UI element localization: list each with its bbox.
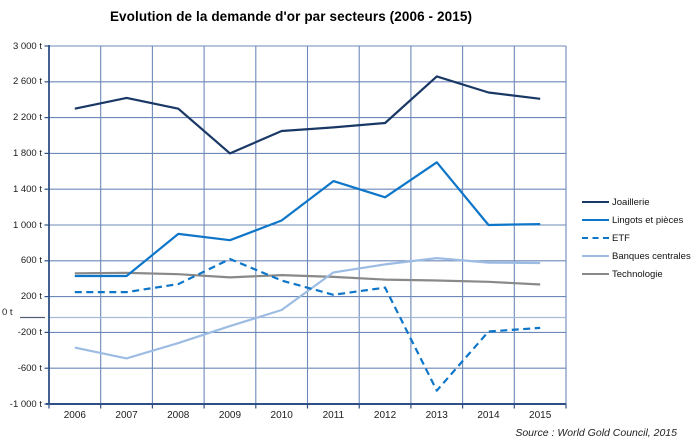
series-lingots-line <box>74 161 541 278</box>
legend-label-banques-centrales: Banques centrales <box>612 250 691 262</box>
y-axis-label: 200 t <box>20 291 42 303</box>
x-axis-label: 2010 <box>270 410 293 421</box>
source-note: Source : World Gold Council, 2015 <box>515 427 677 439</box>
y-axis-label: 1 000 t <box>12 219 42 231</box>
y-axis-label: -600 t <box>17 362 42 374</box>
x-axis-label: 2012 <box>373 410 397 421</box>
x-axis-label: 2013 <box>425 410 448 421</box>
series-etf-line <box>74 257 541 392</box>
legend-line-technologie <box>582 273 609 275</box>
y-axis-zero-label: 0 t <box>2 306 13 318</box>
x-axis-label: 2014 <box>477 410 500 421</box>
legend-line-banques-centrales <box>582 255 609 257</box>
x-axis-label: 2011 <box>322 410 345 421</box>
x-axis-label: 2015 <box>529 410 552 421</box>
y-axis-label: 2 600 t <box>12 76 42 88</box>
legend-item-etf: ETF <box>582 229 691 247</box>
y-axis-label: 600 t <box>20 255 42 267</box>
legend-item-joaillerie: Joaillerie <box>582 193 691 211</box>
x-axis-label: 2006 <box>63 410 86 421</box>
y-axis-label: 1 800 t <box>12 147 42 159</box>
y-axis-label: 1 400 t <box>12 183 42 195</box>
y-axis-label: -200 t <box>17 326 42 338</box>
legend-label-etf: ETF <box>612 232 630 244</box>
chart-title: Evolution de la demande d'or par secteur… <box>109 9 473 24</box>
y-axis-label: -1 000 t <box>9 398 42 410</box>
y-axis-label: 3 000 t <box>12 40 42 52</box>
legend-label-technologie: Technologie <box>612 268 663 280</box>
legend-line-lingots <box>582 219 609 221</box>
chart-legend: Joaillerie Lingots et pièces ETF Banques ce… <box>582 193 691 283</box>
legend-label-joaillerie: Joaillerie <box>612 196 650 208</box>
legend-line-joaillerie <box>582 201 609 203</box>
y-axis-label: 2 200 t <box>12 112 42 124</box>
legend-line-etf <box>582 237 609 239</box>
legend-item-technologie: Technologie <box>582 265 691 283</box>
series-technologie-line <box>74 271 541 286</box>
x-axis-label: 2009 <box>218 410 242 421</box>
x-axis-label: 2008 <box>167 410 190 421</box>
legend-item-banques-centrales: Banques centrales <box>582 247 691 265</box>
legend-item-lingots: Lingots et pièces <box>582 211 691 229</box>
series-joaillerie-line <box>74 75 541 155</box>
x-axis-label: 2007 <box>115 410 138 421</box>
legend-label-lingots: Lingots et pièces <box>612 214 684 226</box>
series-banques-centrales-line <box>74 257 541 360</box>
